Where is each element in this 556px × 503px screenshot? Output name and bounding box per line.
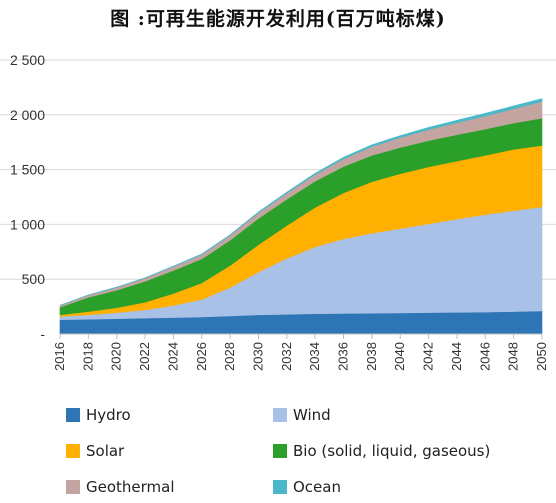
x-tick-label: 2020	[109, 342, 124, 371]
y-tick-label: 2 000	[10, 107, 45, 123]
legend-item: Solar	[66, 442, 124, 460]
x-tick-label: 2030	[250, 342, 265, 371]
x-axis: 2016 2018 2020 2022 2024 2026 2028 2030 2032 2034…	[52, 333, 549, 371]
x-tick-label: 2042	[421, 342, 436, 371]
x-tick-label: 2026	[194, 342, 209, 371]
x-tick-label: 2050	[534, 342, 549, 371]
area-ocean	[59, 98, 543, 306]
x-tick-label: 2046	[477, 342, 492, 371]
x-tick-label: 2022	[137, 342, 152, 371]
legend-label: Wind	[293, 406, 331, 424]
legend-item: Bio (solid, liquid, gaseous)	[273, 442, 490, 460]
chart-plot: - 500 1 000 1 500 2 000 2 500 2016 2018 2020 202…	[0, 52, 556, 371]
legend-item: Ocean	[273, 478, 341, 496]
x-tick-label: 2034	[307, 342, 322, 371]
y-tick-label: 1 000	[10, 216, 45, 232]
x-tick-label: 2044	[449, 342, 464, 371]
legend-swatch	[66, 408, 80, 422]
y-tick-label: 500	[22, 271, 46, 287]
area-series-group	[59, 98, 543, 335]
x-tick-label: 2040	[392, 342, 407, 371]
y-tick-label: 2 500	[10, 52, 45, 68]
legend-label: Hydro	[86, 406, 131, 424]
x-tick-label: 2032	[279, 342, 294, 371]
y-tick-label: 1 500	[10, 162, 45, 178]
legend-label: Ocean	[293, 478, 341, 496]
legend-swatch	[66, 480, 80, 494]
legend-swatch	[66, 444, 80, 458]
chart-title: 图 :可再生能源开发利用(百万吨标煤)	[110, 8, 446, 30]
x-tick-label: 2016	[52, 342, 67, 371]
y-axis: - 500 1 000 1 500 2 000 2 500	[10, 52, 45, 342]
x-tick-label: 2024	[165, 342, 180, 371]
legend-swatch	[273, 480, 287, 494]
legend-item: Geothermal	[66, 478, 175, 496]
y-tick-label: -	[40, 326, 45, 342]
x-tick-label: 2018	[80, 342, 95, 371]
legend-label: Bio (solid, liquid, gaseous)	[293, 442, 491, 460]
legend-label: Solar	[86, 442, 125, 460]
legend-item: Wind	[273, 406, 331, 424]
x-tick-label: 2038	[364, 342, 379, 371]
legend-swatch	[273, 444, 287, 458]
legend-swatch	[273, 408, 287, 422]
x-tick-label: 2048	[506, 342, 521, 371]
x-tick-label: 2028	[222, 342, 237, 371]
x-tick-label: 2036	[336, 342, 351, 371]
legend-item: Hydro	[66, 406, 131, 424]
legend-label: Geothermal	[86, 478, 175, 496]
